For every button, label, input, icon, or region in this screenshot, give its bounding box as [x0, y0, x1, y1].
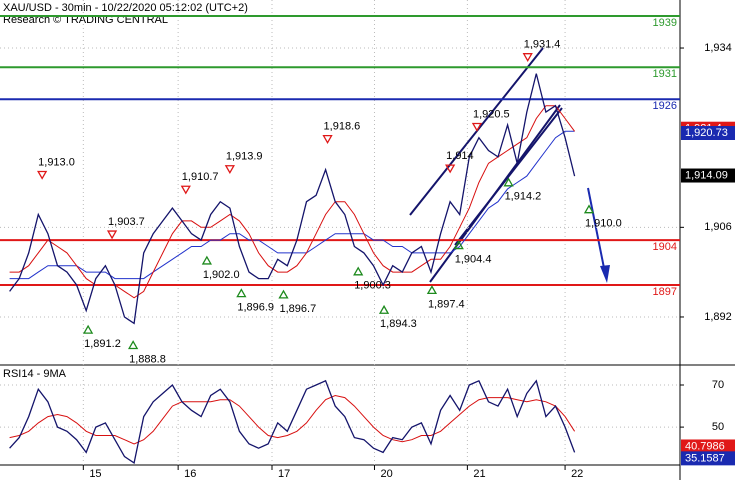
level-label: 1939	[653, 17, 677, 29]
y-tick-label: 1,906	[704, 221, 732, 233]
price-tag	[681, 451, 735, 466]
price-tag	[681, 439, 735, 454]
low-marker	[278, 289, 289, 299]
x-tick-label: 15	[89, 468, 101, 480]
low-marker	[378, 304, 390, 314]
high-label: 1,913.9	[226, 151, 263, 163]
low-marker	[82, 324, 94, 334]
high-label: 1,910.7	[182, 171, 219, 183]
high-label: 1,918.6	[324, 121, 361, 133]
price-tag	[681, 126, 735, 141]
level-label: 1931	[653, 68, 677, 80]
rsi-title: RSI14 - 9MA	[3, 368, 67, 380]
low-marker	[353, 266, 364, 276]
price-tag-label: 1,914.09	[685, 169, 728, 181]
high-label: 1,914	[446, 150, 474, 162]
high-label: 1,903.7	[108, 216, 145, 228]
channel-mid	[454, 107, 563, 246]
low-label: 1,900.3	[354, 280, 391, 292]
low-label: 1,894.3	[380, 318, 417, 330]
high-marker	[322, 134, 333, 144]
high-label: 1,931.4	[524, 39, 561, 51]
low-marker	[426, 285, 438, 295]
price-tag-label: 40.7986	[685, 440, 725, 452]
price-tag-label: 35.1587	[685, 452, 725, 464]
high-marker	[37, 170, 48, 180]
forecast-arrow	[587, 187, 610, 283]
low-label: 1,897.4	[428, 298, 465, 310]
trend-channel	[409, 47, 563, 283]
level-label: 1897	[653, 286, 677, 298]
x-tick-label: 17	[278, 468, 290, 480]
y-tick-label: 50	[712, 421, 724, 433]
series-line	[9, 394, 576, 445]
low-label: 1,910.0	[585, 218, 622, 230]
x-tick-label: 22	[571, 468, 583, 480]
arrow-head	[600, 265, 610, 283]
level-label: 1904	[653, 241, 677, 253]
chart-title: XAU/USD - 30min - 10/22/2020 05:12:02 (U…	[3, 2, 248, 14]
high-marker	[471, 122, 483, 132]
series-line	[9, 73, 576, 325]
price-tag	[681, 168, 735, 183]
low-label: 1,904.4	[455, 253, 492, 265]
low-label: 1,914.2	[505, 191, 542, 203]
channel-upper	[409, 47, 544, 216]
level-label: 1926	[653, 100, 677, 112]
low-marker	[453, 240, 464, 250]
y-tick-label: 70	[712, 379, 724, 391]
high-label: 1,920.5	[473, 108, 510, 120]
high-label: 1,913.0	[38, 156, 75, 168]
y-tick-label: 1,934	[704, 42, 732, 54]
high-marker	[106, 230, 118, 240]
low-label: 1,896.9	[237, 302, 274, 314]
low-marker	[583, 204, 595, 214]
x-tick-label: 16	[184, 468, 196, 480]
low-marker	[201, 255, 212, 265]
low-marker	[236, 288, 247, 298]
x-tick-label: 21	[473, 468, 485, 480]
high-marker	[445, 164, 456, 174]
low-label: 1,888.8	[129, 353, 166, 365]
low-marker	[503, 177, 514, 187]
x-tick-label: 20	[380, 468, 392, 480]
low-label: 1,902.0	[203, 269, 240, 281]
y-tick-label: 1,892	[704, 311, 732, 323]
high-marker	[180, 185, 191, 195]
price-tag-label: 1,920.73	[685, 127, 728, 139]
low-label: 1,896.7	[279, 303, 316, 315]
series-line	[9, 105, 576, 299]
low-label: 1,891.2	[84, 338, 121, 350]
arrow-shaft	[587, 187, 605, 269]
low-marker	[128, 340, 139, 350]
high-marker	[522, 53, 533, 62]
high-marker	[224, 165, 235, 175]
series-line	[9, 379, 576, 464]
